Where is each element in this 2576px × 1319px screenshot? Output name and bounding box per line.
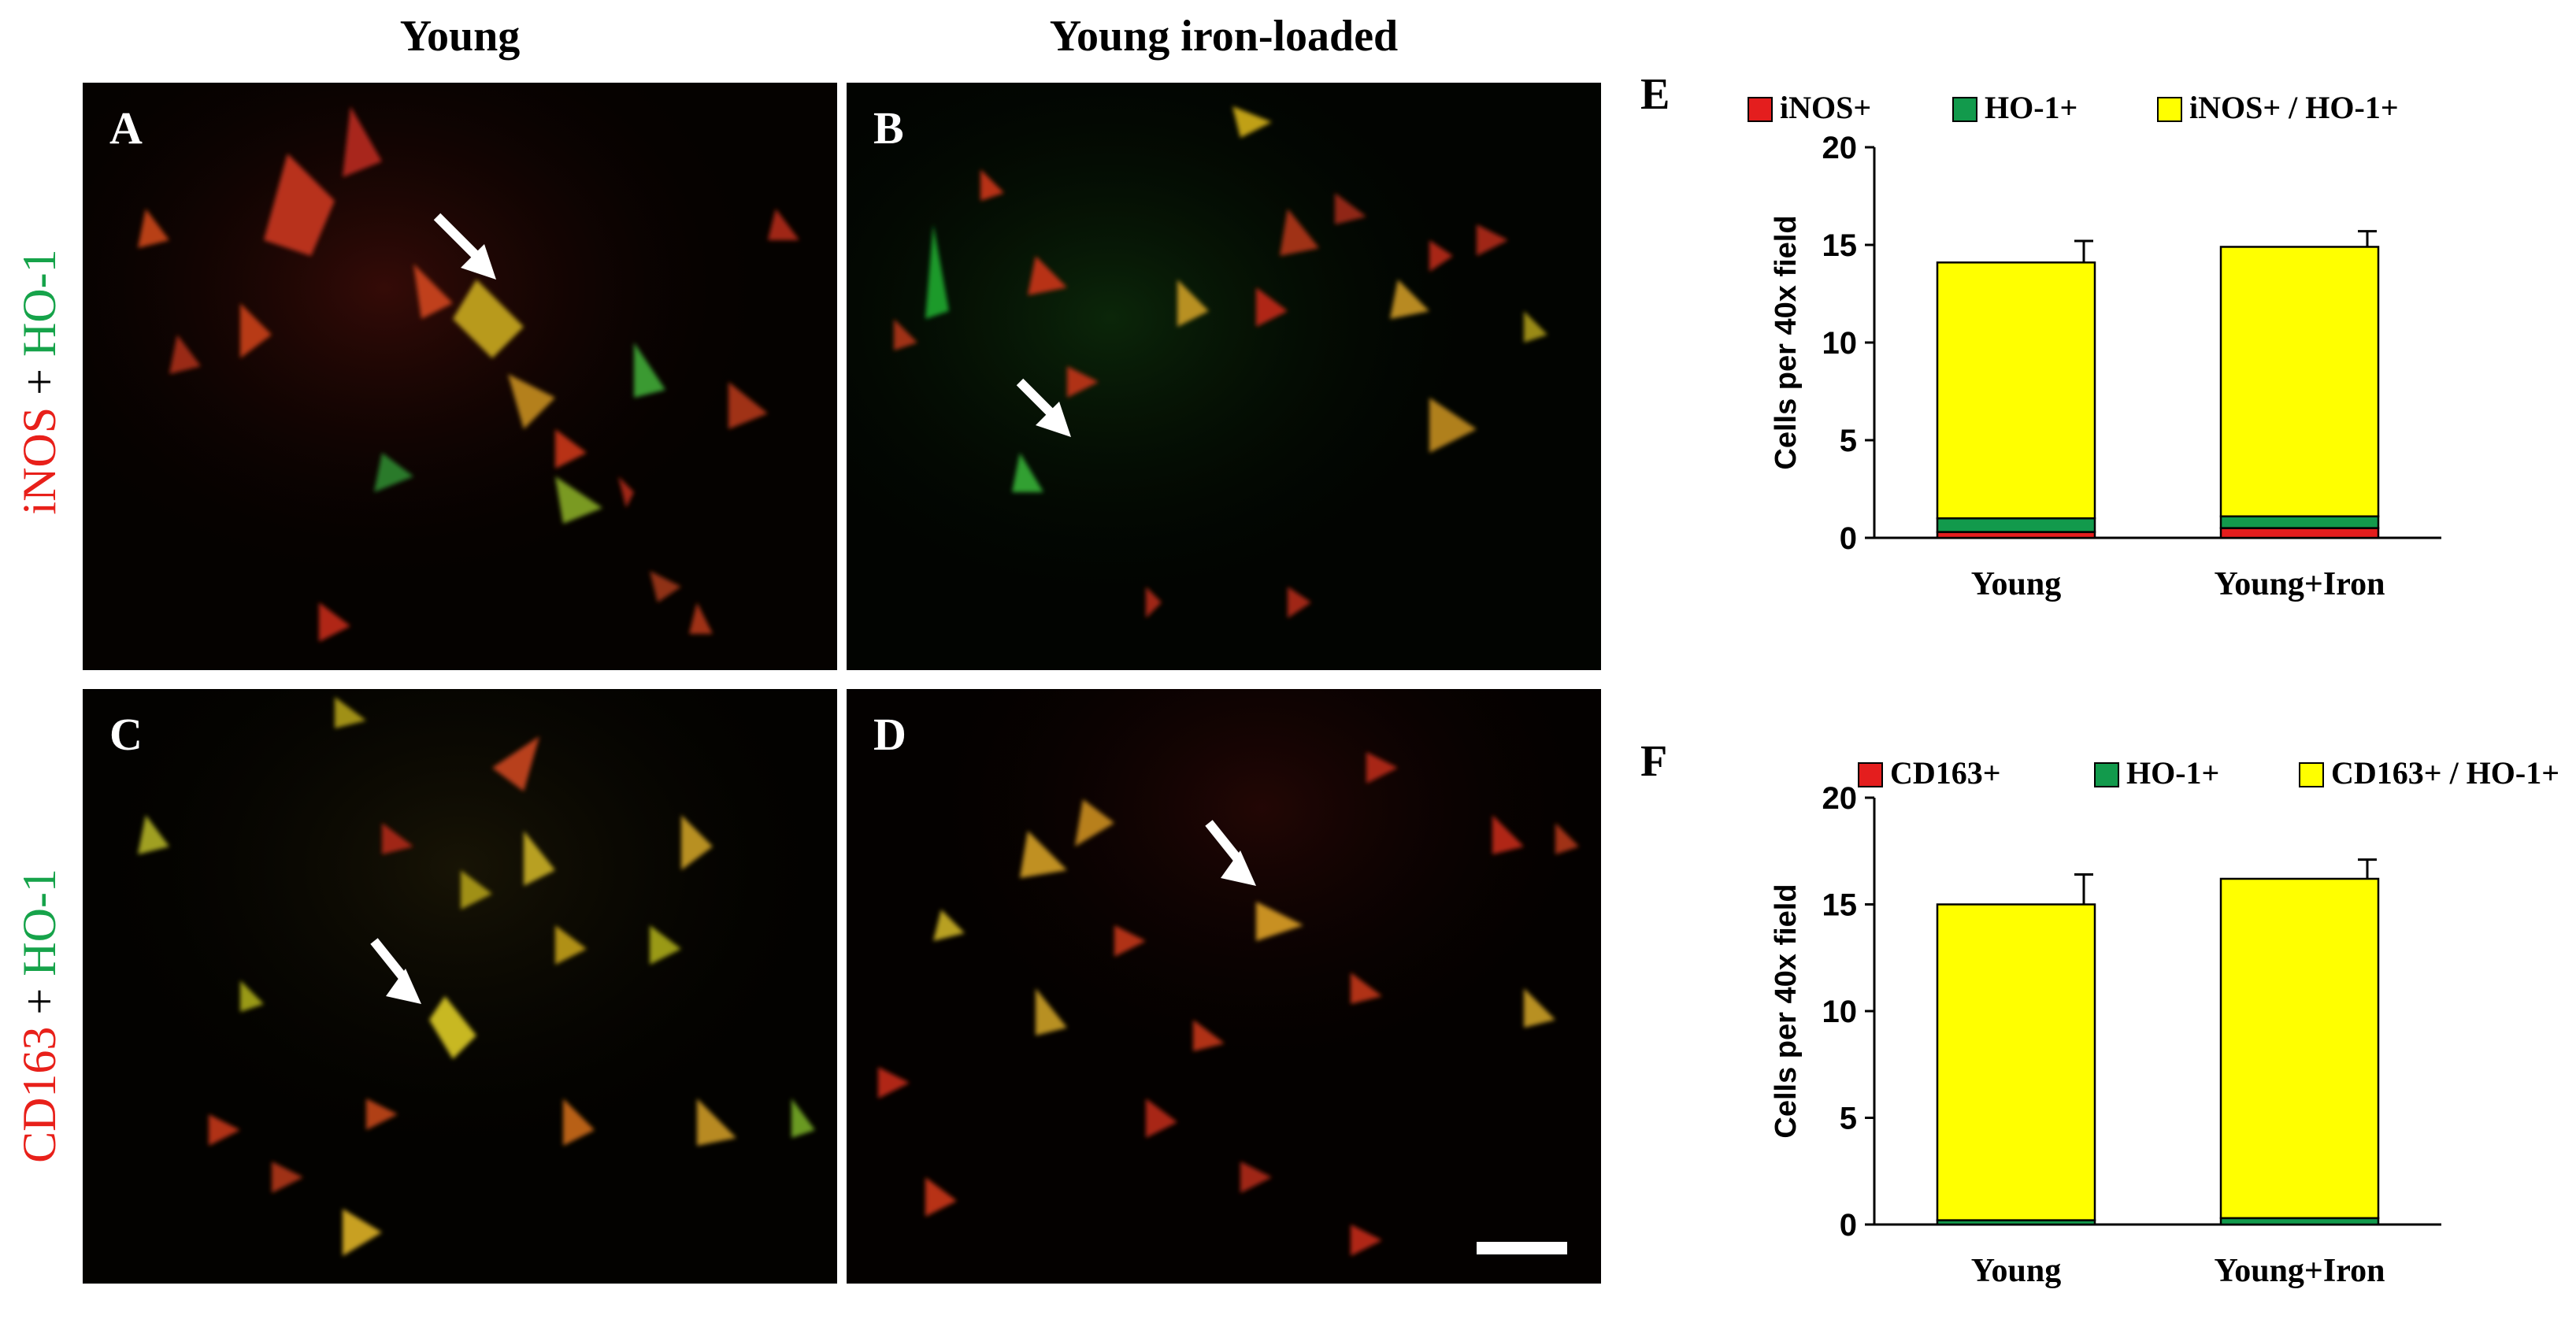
legend-item: iNOS+ bbox=[1748, 90, 1871, 125]
scale-bar bbox=[1477, 1242, 1567, 1254]
chart-e-svg: iNOS+ HO-1+ iNOS+ / HO-1+ 0 5 10 15 20 Cells per… bbox=[1748, 90, 2441, 602]
row-label-plus: + bbox=[13, 357, 65, 407]
x-tick-label: Young+Iron bbox=[2215, 1253, 2385, 1289]
legend-item: CD163+ / HO-1+ bbox=[2299, 755, 2559, 791]
legend-swatch bbox=[1858, 762, 1883, 787]
bar-segment bbox=[2219, 877, 2380, 1220]
micrograph-panel-a: A bbox=[83, 83, 837, 670]
legend-swatch bbox=[2299, 762, 2324, 787]
y-tick-label: 0 bbox=[1840, 521, 1857, 556]
y-tick-label: 20 bbox=[1822, 131, 1858, 165]
chart-f: F CD163+ HO-1+ CD163+ / HO-1+ 0 5 10 15 20 Cells… bbox=[1638, 736, 2567, 1319]
bar-segment bbox=[2219, 527, 2380, 539]
panel-letter-c: C bbox=[109, 709, 143, 760]
chart-letter: F bbox=[1640, 737, 1668, 786]
x-tick-label: Young bbox=[1971, 566, 2061, 602]
legend-item: HO-1+ bbox=[1952, 90, 2077, 125]
x-tick-label: Young+Iron bbox=[2215, 566, 2385, 602]
bar-segment bbox=[1936, 903, 2096, 1221]
chart-e: E iNOS+ HO-1+ iNOS+ / HO-1+ 0 5 10 15 20 Cells p… bbox=[1638, 47, 2567, 646]
panel-letter-d: D bbox=[873, 709, 906, 760]
legend-swatch bbox=[1748, 97, 1773, 122]
legend-label: iNOS+ bbox=[1780, 90, 1871, 125]
legend-swatch bbox=[2157, 97, 2182, 122]
row-label-red-marker: CD163 bbox=[13, 1026, 65, 1163]
y-tick-label: 15 bbox=[1822, 228, 1858, 263]
x-tick-label: Young bbox=[1971, 1253, 2061, 1289]
bar-segment bbox=[1936, 261, 2096, 520]
bar-segment bbox=[2219, 515, 2380, 529]
row-label-green-marker: HO-1 bbox=[13, 869, 65, 976]
legend-label: CD163+ / HO-1+ bbox=[2331, 755, 2559, 791]
micrograph-a-image bbox=[83, 83, 837, 670]
chart-letter: E bbox=[1640, 70, 1670, 119]
y-tick-label: 10 bbox=[1822, 995, 1858, 1029]
legend-item: HO-1+ bbox=[2094, 755, 2219, 791]
y-tick-label: 0 bbox=[1840, 1208, 1857, 1243]
legend-swatch bbox=[1952, 97, 1977, 122]
legend-item: iNOS+ / HO-1+ bbox=[2157, 90, 2399, 125]
micrograph-panel-b: B bbox=[847, 83, 1601, 670]
arrow-annotation bbox=[370, 938, 410, 984]
panel-letter-b: B bbox=[873, 102, 904, 154]
column-title-young: Young bbox=[399, 12, 521, 61]
row-label-inos-ho1: iNOS + HO-1 bbox=[8, 154, 71, 610]
y-axis-label: Cells per 40x field bbox=[1770, 215, 1803, 469]
row-label-cd163-ho1: CD163 + HO-1 bbox=[8, 787, 71, 1244]
y-tick-label: 20 bbox=[1822, 781, 1858, 816]
column-title-young-iron-loaded: Young iron-loaded bbox=[1049, 12, 1399, 61]
panel-letter-a: A bbox=[109, 102, 143, 154]
legend-label: HO-1+ bbox=[2126, 755, 2219, 791]
row-label-plus: + bbox=[13, 976, 65, 1027]
micrograph-panel-c: C bbox=[83, 689, 837, 1284]
arrow-annotation bbox=[433, 213, 480, 260]
bar-segment bbox=[1936, 517, 2096, 533]
chart-f-svg: CD163+ HO-1+ CD163+ / HO-1+ 0 5 10 15 20 Cells p… bbox=[1770, 755, 2559, 1289]
legend-item: CD163+ bbox=[1858, 755, 2001, 791]
micrograph-c-image bbox=[83, 689, 837, 1284]
legend-label: iNOS+ / HO-1+ bbox=[2189, 90, 2399, 125]
y-tick-label: 5 bbox=[1840, 424, 1857, 458]
y-axis-label: Cells per 40x field bbox=[1770, 884, 1803, 1138]
micrograph-panel-d: D bbox=[847, 689, 1601, 1284]
arrow-annotation bbox=[1016, 378, 1055, 417]
micrograph-d-image bbox=[847, 689, 1601, 1284]
y-tick-label: 15 bbox=[1822, 888, 1858, 923]
row-label-green-marker: HO-1 bbox=[13, 249, 65, 358]
y-tick-label: 10 bbox=[1822, 326, 1858, 361]
legend-label: HO-1+ bbox=[1985, 90, 2077, 125]
row-label-red-marker: iNOS bbox=[13, 406, 65, 515]
y-tick-label: 5 bbox=[1840, 1102, 1857, 1136]
micrograph-b-image bbox=[847, 83, 1601, 670]
legend-swatch bbox=[2094, 762, 2119, 787]
arrow-annotation bbox=[1205, 820, 1244, 865]
bar-segment bbox=[2219, 246, 2380, 517]
legend-label: CD163+ bbox=[1890, 755, 2001, 791]
